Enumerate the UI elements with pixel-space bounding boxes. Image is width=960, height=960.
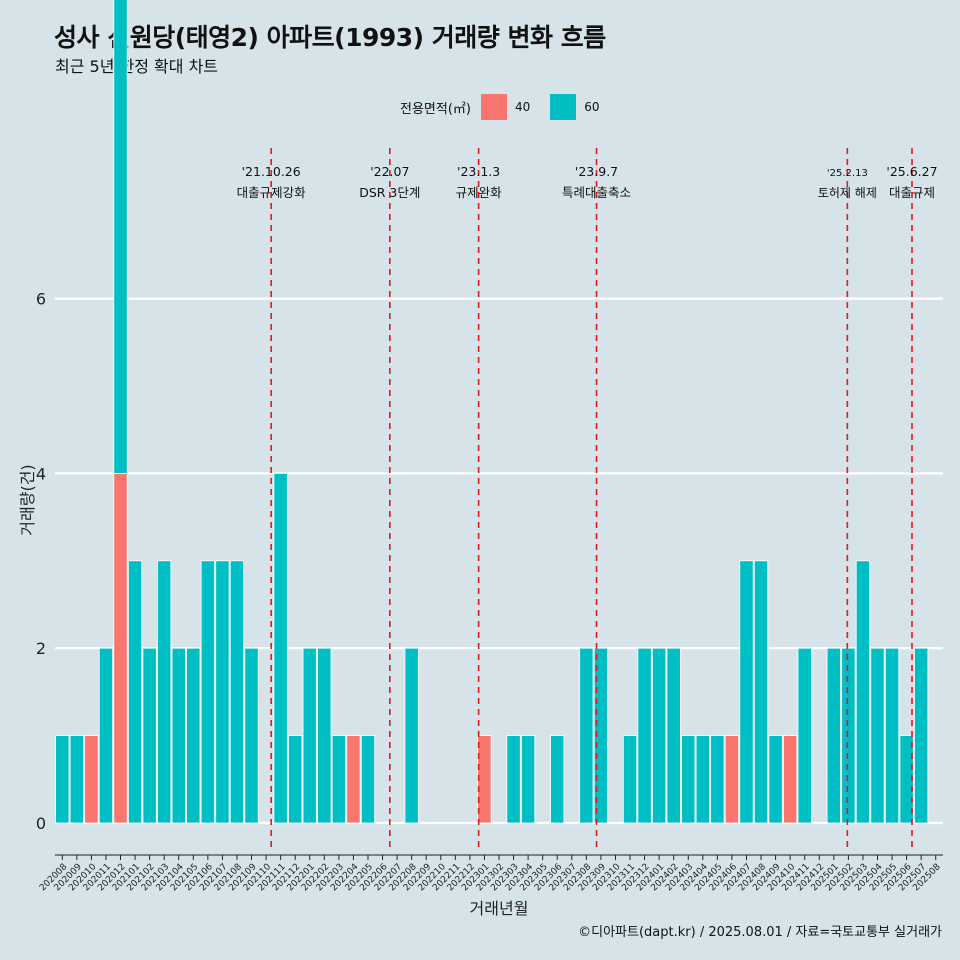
bar-202104-60: [171, 647, 186, 824]
bar-202408-60: [753, 560, 769, 824]
bar-202406-40: [724, 735, 740, 824]
event-date-0: '21.10.26: [242, 164, 301, 179]
bar-202306-60: [550, 735, 565, 824]
bar-202402-60: [666, 647, 681, 824]
bar-202403-60: [681, 735, 696, 824]
bar-202505-60: [884, 647, 900, 824]
bar-202011-60: [98, 647, 114, 824]
event-date-1: '22.07: [370, 164, 409, 179]
bar-202102-60: [142, 647, 157, 824]
bar-202304-60: [521, 735, 536, 824]
bar-202012-40: [113, 472, 128, 824]
bar-202312-60: [637, 647, 652, 824]
bar-202111-60: [273, 472, 288, 824]
bar-202203-60: [331, 735, 346, 824]
bar-202208-60: [404, 647, 419, 824]
legend-title: 전용면적(㎡): [400, 101, 471, 117]
bar-202201-60: [302, 647, 317, 824]
chart-title: 성사 신원당(태영2) 아파트(1993) 거래량 변화 흐름: [54, 23, 606, 52]
bar-202012-60: [113, 0, 128, 474]
legend: 전용면적(㎡) 40 60: [400, 93, 620, 121]
x-axis-title: 거래년월: [470, 899, 529, 918]
bar-202204-40: [346, 735, 361, 824]
bar-202409-60: [768, 735, 783, 824]
bar-202101-60: [127, 560, 143, 824]
event-date-5: '25.6.27: [886, 164, 937, 179]
credit-text: ©디아파트(dapt.kr) / 2025.08.01 / 자료=국토교통부 실…: [578, 925, 942, 940]
bar-202106-60: [200, 560, 215, 824]
bar-202311-60: [622, 735, 638, 824]
legend-label-40: 40: [514, 100, 531, 114]
bar-202303-60: [506, 735, 521, 824]
bar-202504-60: [870, 647, 885, 824]
bar-202112-60: [288, 735, 303, 824]
bar-202010-40: [84, 735, 99, 824]
bar-202309-60: [593, 647, 608, 824]
bar-202507-60: [914, 647, 929, 824]
bar-202501-60: [826, 647, 841, 824]
event-label-5: 대출규제: [889, 185, 935, 200]
bar-202202-60: [317, 647, 332, 824]
bar-202503-60: [855, 560, 871, 824]
bar-202009-60: [69, 735, 84, 824]
event-date-2: '23.1.3: [457, 164, 500, 179]
bar-202405-60: [710, 735, 725, 824]
y-tick-label-2: 2: [36, 639, 46, 658]
bar-202103-60: [157, 560, 172, 824]
event-date-4: '25.2.13: [827, 168, 868, 179]
chart-subtitle: 최근 5년 한정 확대 차트: [55, 57, 219, 76]
y-tick-label-0: 0: [36, 814, 46, 833]
bar-202008-60: [55, 735, 70, 824]
y-tick-label-6: 6: [36, 290, 46, 309]
event-label-3: 특례대출축소: [562, 185, 631, 200]
bar-202410-40: [783, 735, 798, 824]
bar-202105-60: [186, 647, 201, 824]
y-axis-title: 거래량(건): [18, 464, 37, 535]
legend-key-60: [550, 94, 577, 120]
bar-202411-60: [797, 647, 812, 824]
event-date-3: '23.9.7: [575, 164, 618, 179]
event-label-4: 토허제 해제: [818, 186, 877, 200]
event-label-1: DSR 3단계: [359, 185, 420, 200]
legend-label-60: 60: [584, 100, 600, 114]
legend-key-40: [480, 94, 507, 120]
bar-202108-60: [229, 560, 245, 824]
bar-202301-40: [477, 735, 492, 824]
bar-202407-60: [739, 560, 754, 824]
bar-202308-60: [579, 647, 594, 824]
bar-202107-60: [215, 560, 230, 824]
bar-202109-60: [244, 647, 259, 824]
event-label-0: 대출규제강화: [237, 185, 307, 200]
bar-202502-60: [841, 647, 856, 824]
y-tick-label-4: 4: [36, 464, 46, 483]
bar-202401-60: [652, 647, 667, 824]
bar-202404-60: [695, 735, 710, 824]
bar-202205-60: [360, 735, 376, 824]
bar-202506-60: [899, 735, 914, 824]
event-label-2: 규제완화: [456, 185, 503, 200]
